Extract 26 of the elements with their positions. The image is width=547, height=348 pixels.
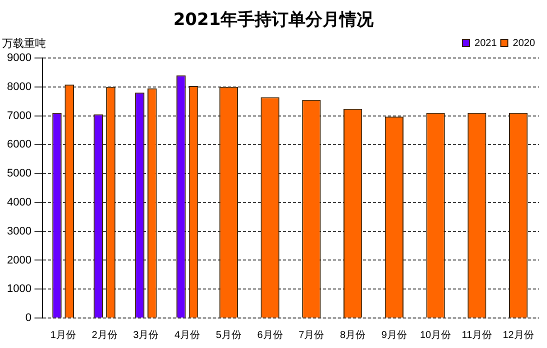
chart-title: 2021年手持订单分月情况 <box>172 9 375 31</box>
x-tick-label: 3月份 <box>133 330 159 341</box>
legend-label: 2020 <box>512 38 536 49</box>
y-tick-label: 9000 <box>6 52 32 64</box>
x-tick-label: 1月份 <box>50 330 76 341</box>
y-tick-label: 0 <box>25 312 32 324</box>
x-tick-label: 6月份 <box>257 330 283 341</box>
y-axis-title: 万载重吨 <box>2 36 46 51</box>
y-tick-label: 1000 <box>6 283 32 296</box>
x-tick-label: 2月份 <box>92 330 118 341</box>
x-tick-label: 7月份 <box>298 330 324 341</box>
y-tick-label: 2000 <box>6 254 32 266</box>
legend-label: 2021 <box>474 38 498 49</box>
y-tick-label: 5000 <box>6 168 32 180</box>
y-tick-label: 4000 <box>6 196 32 208</box>
y-tick-label: 7000 <box>6 110 32 122</box>
y-tick-label: 6000 <box>6 138 32 151</box>
y-tick-label: 3000 <box>6 225 32 238</box>
x-tick-label: 12月份 <box>502 330 534 341</box>
y-tick-label: 8000 <box>6 80 32 93</box>
x-tick-label: 9月份 <box>381 330 407 341</box>
x-tick-label: 5月份 <box>216 330 242 341</box>
x-tick-label: 10月份 <box>420 330 452 341</box>
x-tick-label: 4月份 <box>174 330 200 341</box>
x-tick-label: 11月份 <box>462 330 492 341</box>
x-tick-label: 8月份 <box>340 330 366 341</box>
